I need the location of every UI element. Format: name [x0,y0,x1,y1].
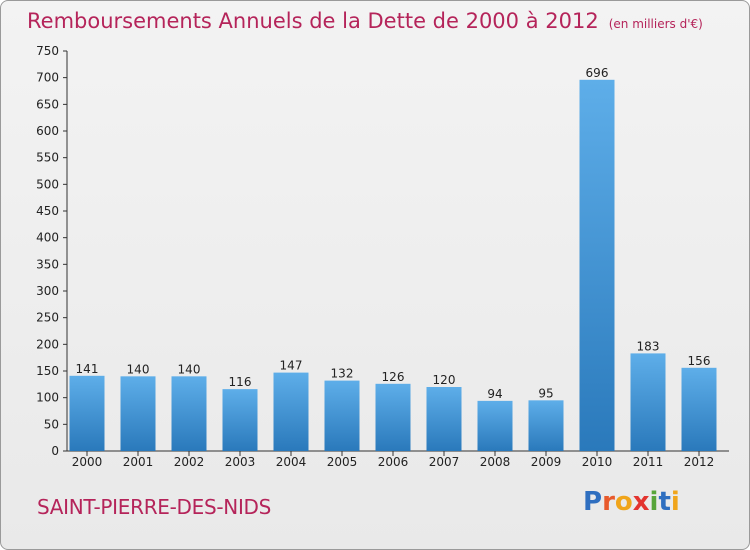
y-tick-label: 300 [36,284,59,298]
x-tick-label: 2012 [684,455,715,469]
data-label: 126 [382,370,405,384]
brand-letter: x [632,487,650,517]
y-tick-label: 0 [51,444,59,458]
x-tick-label: 2001 [123,455,154,469]
axis-layer: 0 50 100 150 200 250 300 350 400 450 500 550 600 650 7… [36,44,729,469]
y-tick-label: 100 [36,391,59,405]
chart-title: Remboursements Annuels de la Dette de 20… [27,9,599,33]
brand-logo: Proxiti [583,487,680,517]
bar-2011 [630,353,666,451]
x-tick-label: 2011 [633,455,664,469]
bar-2012 [681,367,717,451]
y-tick-label: 600 [36,124,59,138]
data-label: 156 [688,354,711,368]
bar-2005 [324,380,360,451]
x-tick-label: 2003 [225,455,256,469]
brand-letter: r [602,487,615,517]
brand-letter: i [670,487,680,517]
x-tick-label: 2004 [276,455,307,469]
data-label: 120 [433,373,456,387]
data-label: 696 [586,66,609,80]
bar-layer [69,79,717,452]
x-tick-label: 2007 [429,455,460,469]
data-label: 116 [229,375,252,389]
y-tick-label: 500 [36,177,59,191]
brand-letter: t [658,487,671,517]
y-tick-label: 550 [36,151,59,165]
x-tick-label: 2009 [531,455,562,469]
label-layer: 141 140 140 116 147 132 126 120 94 95 696 183 156 [76,66,711,401]
x-tick-label: 2000 [72,455,103,469]
bar-2000 [69,375,105,451]
data-label: 147 [280,359,303,373]
x-tick-label: 2005 [327,455,358,469]
bar-2007 [426,387,462,451]
bar-2009 [528,400,564,451]
bar-2003 [222,389,258,451]
data-label: 140 [178,362,201,376]
data-label: 141 [76,362,99,376]
data-label: 95 [538,386,553,400]
y-tick-label: 650 [36,97,59,111]
brand-letter: i [649,487,659,517]
commune-name: SAINT-PIERRE-DES-NIDS [37,495,272,519]
y-tick-label: 250 [36,311,59,325]
bar-2001 [120,376,156,451]
bar-2010 [579,79,615,452]
title-row: Remboursements Annuels de la Dette de 20… [27,9,703,33]
y-tick-label: 750 [36,44,59,58]
bar-2006 [375,383,411,451]
bar-2002 [171,376,207,451]
bar-2008 [477,400,513,451]
y-tick-label: 400 [36,231,59,245]
x-tick-label: 2006 [378,455,409,469]
y-tick-label: 150 [36,364,59,378]
data-label: 140 [127,362,150,376]
bar-2004 [273,372,309,451]
y-tick-label: 450 [36,204,59,218]
chart-unit: (en milliers d'€) [608,17,703,31]
brand-letter: P [583,487,603,517]
brand-letter: o [614,487,633,517]
data-label: 183 [637,339,660,353]
x-tick-label: 2008 [480,455,511,469]
y-tick-label: 700 [36,71,59,85]
y-tick-label: 50 [44,417,59,431]
x-tick-label: 2002 [174,455,205,469]
y-tick-label: 350 [36,257,59,271]
data-label: 132 [331,367,354,381]
data-label: 94 [487,387,502,401]
y-tick-label: 200 [36,337,59,351]
x-tick-label: 2010 [582,455,613,469]
